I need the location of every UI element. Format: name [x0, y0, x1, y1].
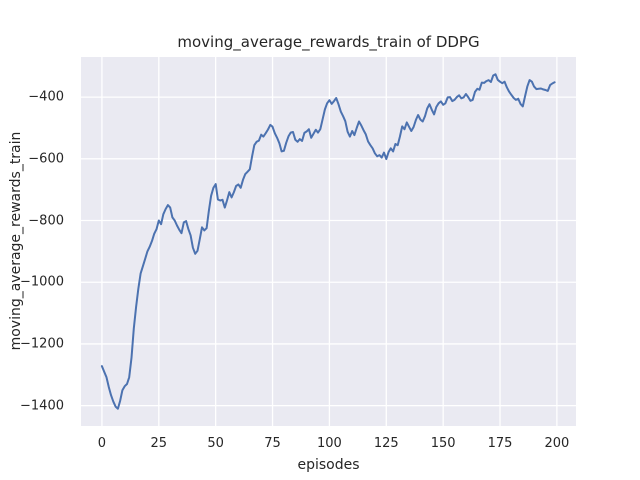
chart-title: moving_average_rewards_train of DDPG [177, 33, 480, 51]
x-tick-label: 200 [544, 436, 570, 451]
x-tick-label: 25 [150, 436, 168, 451]
x-tick-label: 150 [430, 436, 456, 451]
x-tick-label: 100 [316, 436, 342, 451]
y-tick-label: −1200 [20, 336, 64, 352]
x-tick-label: 75 [264, 436, 281, 451]
y-tick-label: −800 [28, 213, 64, 229]
x-tick-label: 175 [487, 436, 513, 451]
data-line-moving_average_rewards_train [100, 73, 556, 410]
y-tick-label: −1000 [20, 274, 64, 290]
y-axis-label: moving_average_rewards_train [8, 131, 24, 351]
y-tick-label: −400 [28, 89, 64, 105]
x-tick-label: 125 [373, 436, 399, 451]
x-tick-label: 50 [207, 436, 224, 451]
y-tick-label: −1400 [20, 398, 64, 414]
plot-background [81, 57, 576, 426]
x-axis-label: episodes [297, 457, 360, 473]
y-tick-label: −600 [28, 151, 64, 167]
x-tick-label: 0 [97, 436, 107, 451]
